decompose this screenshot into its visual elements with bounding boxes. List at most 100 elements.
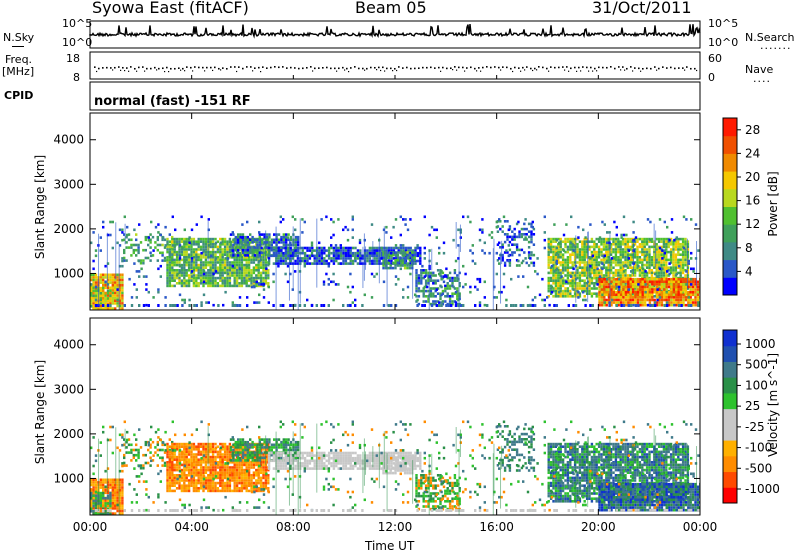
velocity-cell — [116, 496, 119, 500]
power-cell — [347, 262, 350, 265]
power-cell — [168, 276, 172, 280]
power-cell — [660, 261, 663, 264]
power-cell — [641, 280, 644, 284]
power-cell — [183, 276, 186, 280]
nave-point — [384, 70, 386, 72]
power-cell — [183, 271, 186, 275]
power-cell — [420, 279, 423, 282]
power-cell — [121, 304, 124, 308]
velocity-cell — [114, 496, 117, 500]
power-cell — [409, 249, 412, 252]
power-cell — [123, 248, 126, 252]
power-cell — [152, 249, 155, 252]
power-cell — [569, 245, 572, 249]
power-cell — [273, 246, 276, 249]
power-cell — [118, 244, 122, 247]
velocity-cell — [173, 455, 176, 459]
power-cell — [301, 257, 304, 260]
power-cell — [681, 256, 685, 259]
power-cell — [190, 275, 194, 278]
power-cell — [204, 261, 208, 264]
power-cell — [205, 301, 208, 304]
power-cell — [183, 250, 186, 254]
power-cell — [636, 298, 640, 302]
velocity-cell — [92, 502, 95, 505]
power-cell — [223, 245, 227, 249]
power-cell — [94, 297, 98, 300]
power-cell — [359, 262, 362, 265]
power-cell — [532, 233, 536, 236]
power-cell — [637, 283, 640, 286]
power-cell — [349, 251, 352, 255]
freq-point — [686, 66, 688, 68]
power-cell — [578, 250, 582, 254]
power-cell — [667, 285, 671, 289]
power-cell — [610, 293, 613, 297]
power-cell — [229, 254, 233, 257]
power-cell — [106, 304, 110, 307]
velocity-cell — [166, 453, 169, 456]
power-cell — [106, 289, 110, 292]
power-cell — [649, 238, 652, 242]
power-cell — [603, 296, 606, 299]
power-cell — [156, 235, 159, 239]
power-cell — [171, 245, 174, 249]
freq-point — [134, 67, 136, 70]
power-cell — [287, 238, 290, 242]
power-cell — [166, 237, 169, 241]
power-cell — [641, 261, 644, 264]
power-cell — [192, 271, 196, 275]
power-cell — [216, 269, 220, 272]
power-cell — [121, 276, 124, 279]
power-cell — [624, 253, 627, 256]
power-cell — [226, 276, 229, 280]
power-cell — [474, 304, 477, 307]
power-cell — [522, 304, 525, 307]
power-cell — [584, 298, 587, 302]
power-cell — [634, 298, 637, 302]
freq-point — [374, 66, 376, 69]
power-cell — [202, 256, 205, 259]
power-cell — [643, 248, 646, 251]
velocity-cell — [187, 484, 191, 487]
power-cell — [111, 302, 114, 305]
power-cell — [243, 279, 246, 282]
power-cell — [667, 258, 670, 262]
power-cell — [614, 250, 618, 254]
velocity-cell — [118, 504, 122, 508]
power-cell — [289, 241, 292, 245]
power-cell — [444, 295, 447, 298]
velocity-cell — [185, 466, 188, 469]
power-cell — [168, 258, 172, 262]
power-cell — [464, 283, 467, 286]
velocity-cell — [166, 442, 169, 446]
power-cell — [416, 246, 419, 250]
power-cell — [216, 276, 220, 280]
power-cell — [168, 263, 172, 267]
power-cell — [417, 302, 421, 306]
power-cell — [92, 294, 95, 298]
power-cell — [282, 254, 285, 258]
power-cell — [622, 288, 625, 291]
velocity-cell — [125, 464, 128, 467]
power-cell — [193, 304, 196, 307]
power-streak — [686, 238, 688, 290]
power-cell — [219, 269, 222, 272]
power-cell — [232, 233, 235, 236]
power-cell — [267, 285, 270, 289]
power-cell — [390, 304, 393, 307]
power-cell — [667, 301, 671, 304]
power-cell — [249, 241, 252, 244]
power-cell — [679, 248, 682, 251]
power-cell — [327, 251, 331, 255]
power-cell — [204, 279, 208, 282]
power-cell — [670, 301, 673, 304]
power-cell — [609, 276, 613, 280]
power-cell — [513, 238, 516, 241]
velocity-cell — [171, 461, 174, 464]
power-cell — [573, 258, 577, 262]
power-cell — [634, 304, 638, 307]
velocity-cell — [187, 453, 191, 456]
power-cell — [598, 301, 601, 304]
power-cell — [627, 280, 630, 284]
